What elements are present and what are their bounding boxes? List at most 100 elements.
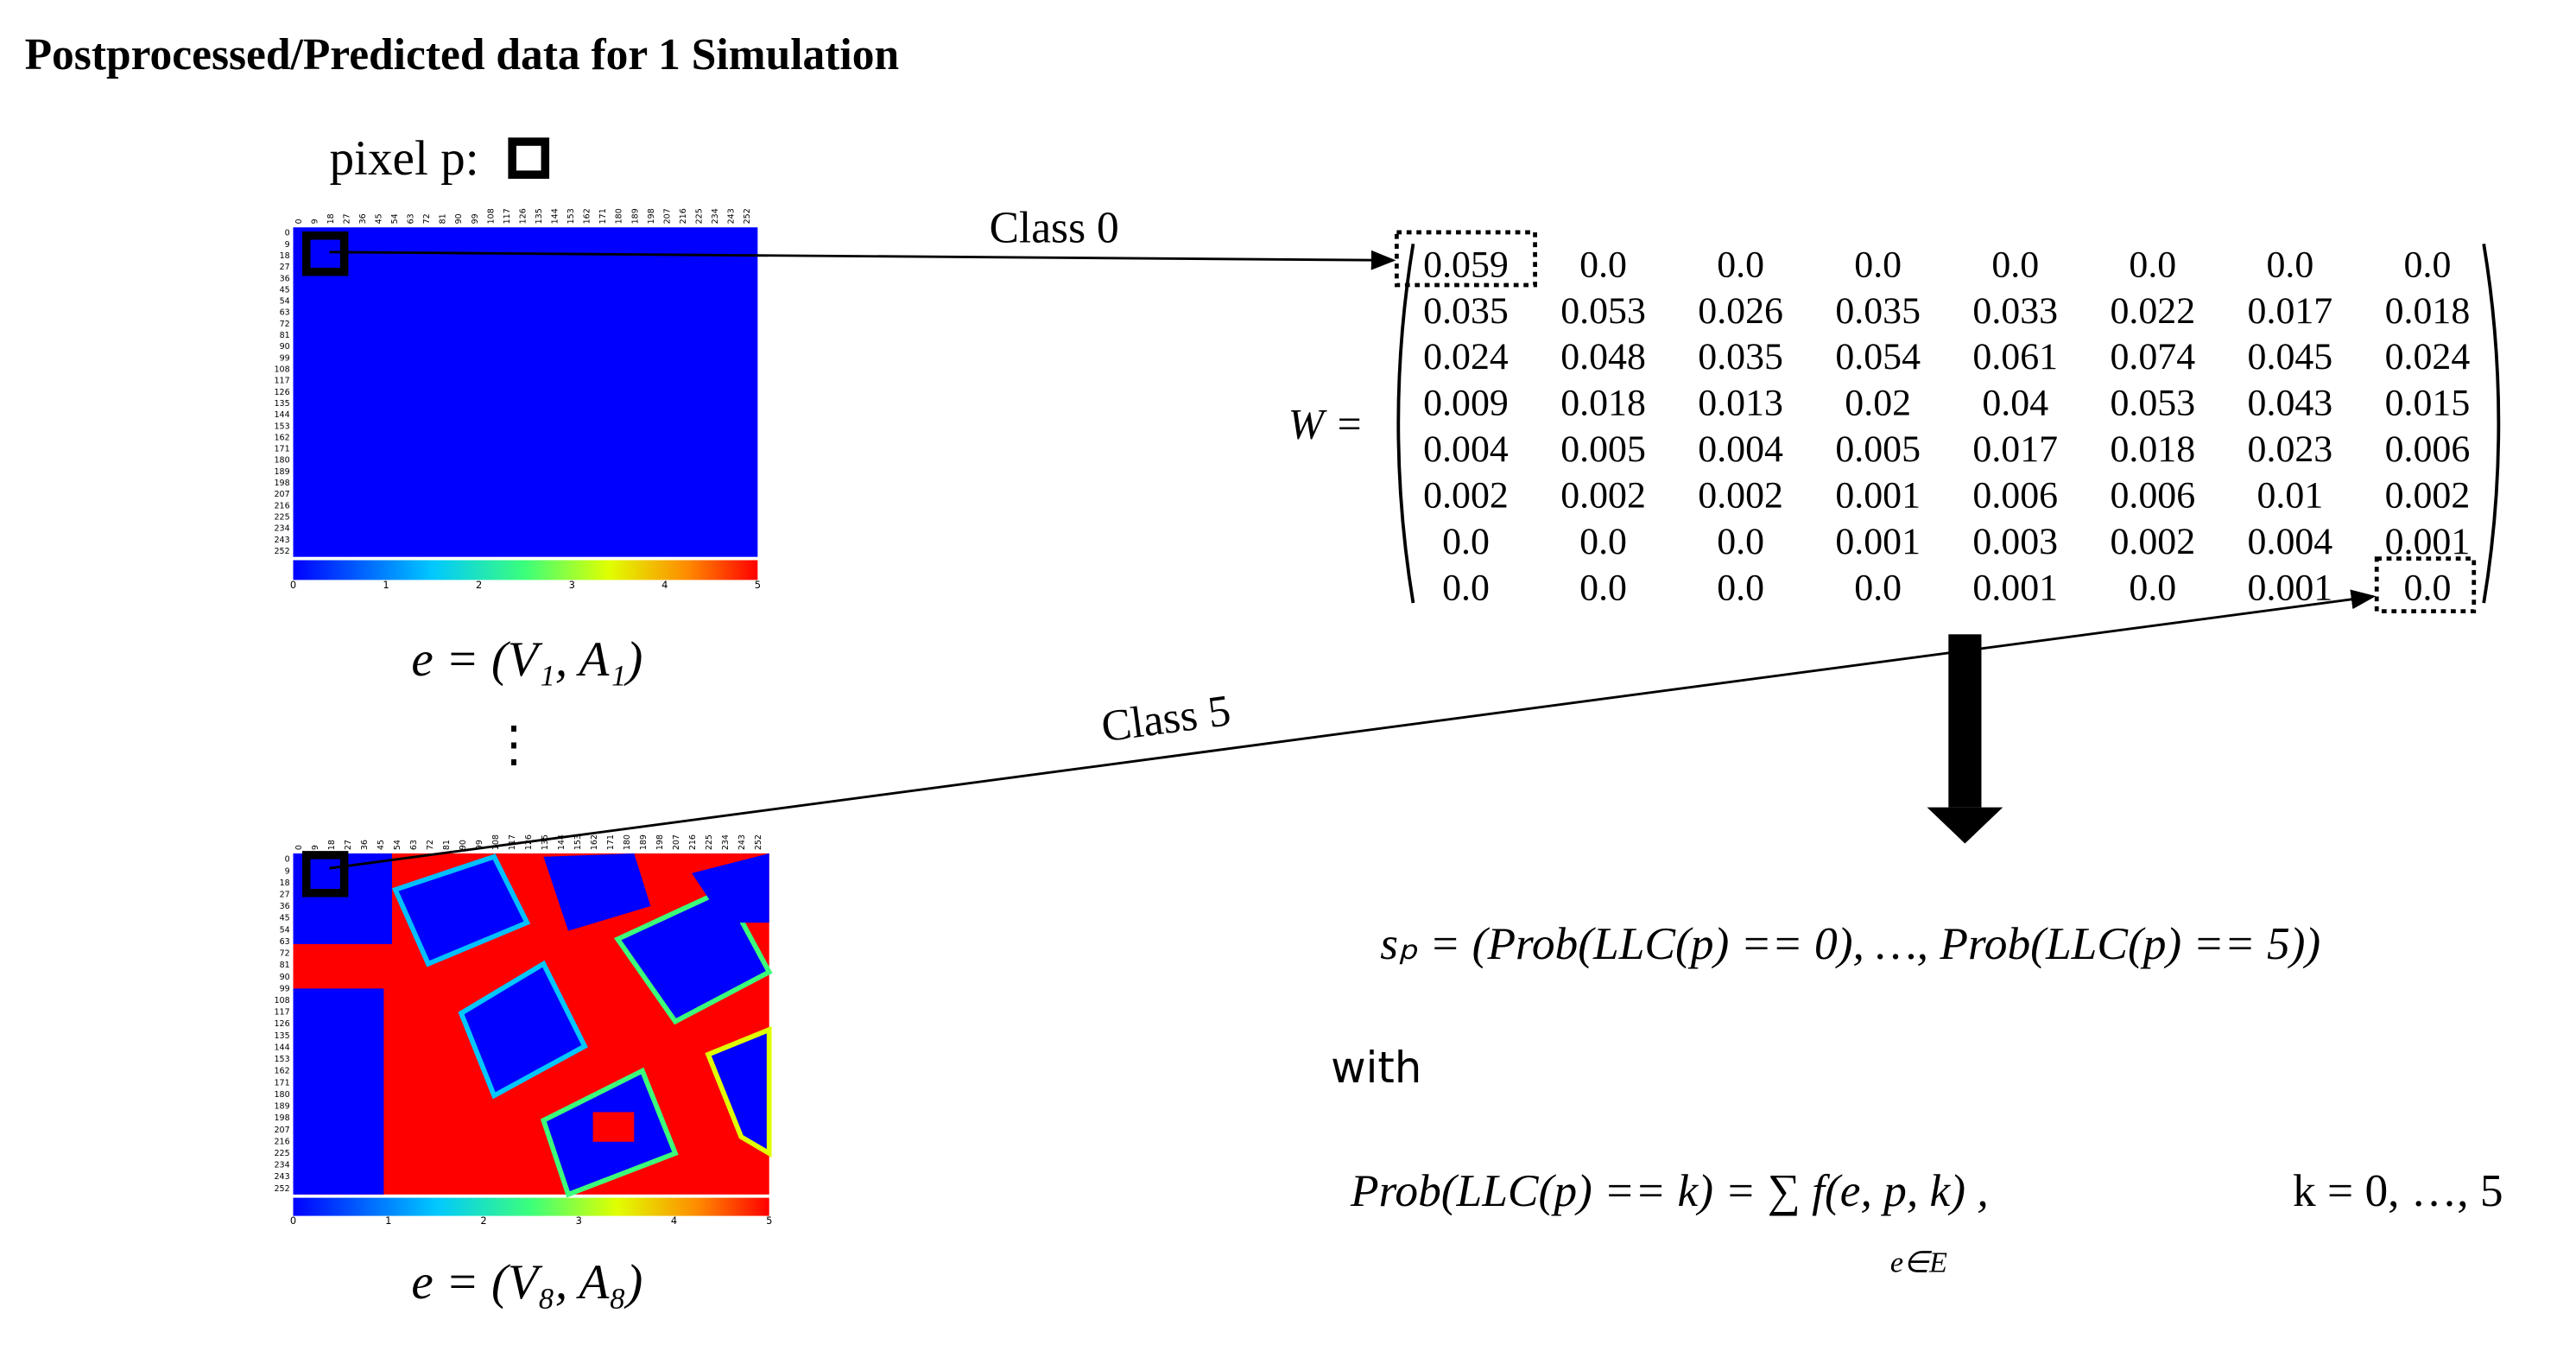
y-tick-label: 99 [280,353,290,363]
matrix-cell: 0.0 [1442,567,1490,608]
x-tick-label: 162 [590,834,599,850]
y-tick-label: 198 [275,1113,290,1123]
x-tick-label: 135 [535,208,544,224]
region [293,988,384,1195]
y-tick-label: 153 [275,422,290,431]
x-tick-label: 234 [711,208,720,224]
y-tick-label: 99 [280,984,290,993]
colorbar [293,1197,769,1216]
matrix-cell: 0.0 [2404,244,2452,285]
x-tick-label: 27 [344,840,353,850]
region [692,853,769,923]
matrix-cell: 0.001 [2248,567,2333,608]
x-tick-label: 225 [694,208,704,224]
x-tick-label: 72 [426,840,435,850]
matrix-cell: 0.006 [1972,474,2058,516]
x-tick-label: 108 [491,834,501,850]
matrix-cell: 0.0 [1991,244,2039,285]
sum-index: e∈E [1890,1246,1947,1278]
x-tick-label: 207 [672,834,681,850]
formula: Prob(LLC(p) == k) = ∑ f(e, p, k) , [1350,1164,1989,1216]
paren [1396,243,1415,604]
y-tick-label: 252 [275,547,290,556]
x-tick-label: 126 [518,208,528,224]
y-tick-label: 243 [275,536,290,545]
y-tick-label: 18 [280,878,290,888]
down-arrow [1948,634,1982,808]
matrix-cell: 0.035 [1698,336,1783,377]
x-tick-label: 243 [737,834,747,850]
y-tick-label: 54 [280,297,290,307]
y-tick-label: 72 [280,320,290,329]
x-tick-label: 9 [310,219,320,224]
matrix-cell: 0.035 [1835,290,1921,332]
x-tick-label: 99 [471,213,480,224]
matrix-cell: 0.002 [1423,474,1509,516]
matrix-cell: 0.005 [1560,428,1646,470]
y-tick-label: 162 [275,1067,290,1076]
x-tick-label: 45 [375,213,384,224]
matrix-cell: 0.002 [2110,521,2195,562]
matrix-cell: 0.0 [2129,567,2176,608]
x-tick-label: 216 [688,834,698,850]
x-tick-label: 36 [360,840,370,850]
y-tick-label: 144 [275,1043,290,1052]
colorbar-tick-label: 5 [766,1215,772,1227]
x-tick-label: 0 [294,845,304,850]
y-tick-label: 252 [275,1184,290,1194]
matrix-cell: 0.048 [1560,336,1646,377]
pixel-label: pixel p: [329,131,478,186]
y-tick-label: 81 [280,961,290,970]
x-tick-label: 54 [393,840,402,850]
x-tick-label: 198 [655,834,665,850]
x-tick-label: 234 [721,834,731,850]
arrow [329,589,2377,870]
matrix-cell: 0.0 [1579,521,1627,562]
x-tick-label: 117 [503,208,512,224]
matrix-cell: 0.0 [1579,244,1627,285]
matrix-cell: 0.022 [2110,290,2195,332]
y-tick-label: 171 [275,445,290,454]
matrix-cell: 0.0 [2129,244,2176,285]
down-arrow-head [1927,807,2003,844]
x-tick-label: 189 [639,834,649,850]
x-tick-label: 81 [439,213,448,224]
x-tick-label: 216 [679,208,688,224]
heatmap-label: e = (V₈, A₈) [411,1255,642,1310]
matrix-cell: 0.002 [1698,474,1783,516]
arrow-label: Class 0 [990,203,1119,252]
heatmap [293,853,773,1198]
y-tick-label: 117 [275,1008,290,1018]
x-tick-label: 207 [662,208,672,224]
x-tick-label: 72 [422,213,432,224]
y-tick-label: 207 [275,490,290,499]
matrix-cell: 0.018 [2385,290,2471,332]
formula: k = 0, …, 5 [2293,1164,2503,1216]
colorbar-tick-label: 0 [290,579,296,591]
matrix-cell: 0.006 [2110,474,2195,516]
matrix-cell: 0.009 [1423,383,1509,424]
pixel-box [301,851,349,897]
matrix-cell: 0.003 [1972,521,2058,562]
matrix-cell: 0.035 [1423,290,1509,332]
y-tick-label: 90 [280,973,290,982]
y-tick-label: 198 [275,479,290,488]
formula: sₚ = (Prob(LLC(p) == 0), …, Prob(LLC(p) … [1380,917,2320,969]
heatmap-label: e = (V₁, A₁) [411,632,642,687]
y-tick-label: 9 [285,866,290,876]
x-tick-label: 144 [551,208,560,224]
x-tick-label: 45 [377,840,386,850]
paren [2482,243,2501,604]
matrix-cell: 0.02 [1845,383,1911,424]
matrix-name: W = [1288,400,1364,447]
pixel-box [301,231,349,276]
x-tick-label: 63 [407,213,416,224]
y-tick-label: 63 [280,937,290,947]
region [458,960,588,1100]
x-tick-label: 63 [409,840,419,850]
matrix-cell: 0.024 [1423,336,1509,377]
region [705,1025,772,1158]
y-tick-label: 90 [280,342,290,352]
pixel-icon [508,137,550,179]
